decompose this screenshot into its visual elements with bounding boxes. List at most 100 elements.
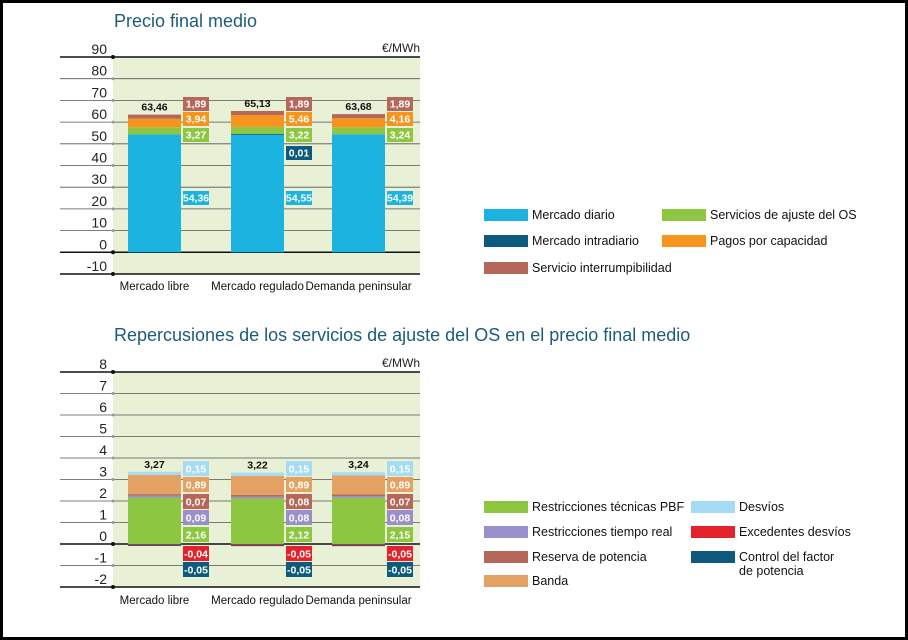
- value-label-box: [183, 494, 209, 509]
- value-label: 3,22: [289, 130, 310, 142]
- value-label-box: [387, 128, 413, 142]
- bar-segment: [128, 497, 181, 544]
- value-label-box: [286, 477, 312, 492]
- repercusiones-chart: Repercusiones de los servicios de ajuste…: [60, 325, 851, 607]
- legend-swatch: [691, 551, 735, 563]
- y-tick-label: 3: [99, 464, 107, 480]
- total-label: 3,27: [144, 459, 165, 471]
- value-label-box: [387, 112, 413, 126]
- total-label: 3,24: [348, 459, 369, 471]
- value-label: 54,55: [286, 193, 312, 205]
- value-label: 2,16: [186, 530, 207, 542]
- y-tick-label: 6: [99, 399, 107, 415]
- value-label: 2,12: [289, 530, 310, 542]
- tick-mark: [111, 164, 115, 167]
- bar-segment: [128, 494, 181, 496]
- value-label-box: [387, 97, 413, 111]
- bar-segment: [231, 475, 284, 495]
- legend-label: Reserva de potencia: [532, 550, 647, 564]
- legend-label: Restricciones técnicas PBF: [532, 500, 685, 514]
- value-label: 1,89: [289, 99, 310, 111]
- value-label: 0,07: [390, 497, 411, 509]
- total-label: 63,68: [345, 101, 371, 113]
- tick-mark: [111, 229, 115, 233]
- legend-label: Excedentes desvíos: [739, 525, 851, 539]
- tick-mark: [111, 435, 115, 438]
- y-tick-label: 4: [99, 442, 107, 458]
- y-tick-label: 60: [91, 106, 107, 122]
- value-label: -0,05: [388, 565, 412, 577]
- y-tick-label: 2: [99, 485, 107, 501]
- category-label: Mercado regulado: [211, 281, 304, 293]
- value-label-box: [286, 461, 312, 476]
- value-label: 0,89: [289, 480, 310, 492]
- unit-label: €/MWh: [382, 356, 420, 370]
- value-label: -0,05: [388, 549, 412, 561]
- value-label-box: [387, 191, 413, 205]
- y-tick-label: 80: [91, 63, 107, 79]
- tick-mark: [111, 120, 115, 124]
- legend-swatch: [484, 235, 528, 247]
- value-label-box: [387, 494, 413, 509]
- legend-label: de potencia: [739, 564, 804, 578]
- y-tick-label: 90: [91, 41, 107, 57]
- value-label-box: [387, 510, 413, 525]
- legend: Mercado diario Servicios de ajuste del OS…: [484, 208, 857, 275]
- total-label: 3,22: [247, 460, 268, 472]
- chart-title: Repercusiones de los servicios de ajuste…: [114, 325, 690, 345]
- tick-mark: [111, 250, 115, 255]
- legend-swatch: [484, 262, 528, 274]
- tick-mark: [111, 142, 115, 146]
- tick-mark: [111, 207, 115, 211]
- value-label-box: [183, 510, 209, 525]
- value-label-box: [286, 527, 312, 542]
- bar-segment: [231, 496, 284, 499]
- value-label: 0,89: [390, 480, 411, 492]
- value-label: 3,94: [186, 114, 207, 126]
- bar-segment: [128, 544, 181, 546]
- value-label: 1,89: [390, 99, 411, 111]
- value-label: 0,15: [289, 464, 310, 476]
- bar-segment: [231, 110, 284, 116]
- tick-mark: [111, 542, 115, 546]
- legend-label: Servicios de ajuste del OS: [710, 208, 857, 222]
- y-tick-label: -2: [95, 571, 108, 587]
- y-tick-label: 70: [91, 84, 107, 100]
- legend-label: Servicio interrumpibilidad: [532, 261, 672, 275]
- y-tick-label: 8: [99, 356, 107, 372]
- chart-title: Precio final medio: [114, 11, 257, 31]
- value-label: 0,08: [289, 497, 310, 509]
- value-label-box: [183, 562, 209, 577]
- legend: Restricciones técnicas PBF Desvíos Restric…: [484, 500, 851, 588]
- value-label-box: [183, 461, 209, 476]
- bar-segment: [231, 133, 284, 253]
- value-label: 0,89: [186, 480, 207, 492]
- value-label-box: [286, 146, 312, 160]
- value-label-box: [286, 510, 312, 525]
- legend-swatch: [691, 501, 735, 513]
- y-tick-label: 1: [99, 507, 107, 523]
- value-label: 54,36: [183, 193, 209, 205]
- bar-segment: [332, 118, 385, 128]
- precio-final-chart: Precio final medio 90 80 70 60 50 40 30 20 10 0 -10…: [60, 11, 857, 293]
- bar-segment: [332, 475, 385, 495]
- legend-label: Restricciones tiempo real: [532, 525, 672, 539]
- y-tick-label: 20: [91, 193, 107, 209]
- tick-mark: [111, 499, 115, 503]
- bar-segment: [128, 495, 181, 498]
- legend-label: Desvíos: [739, 500, 784, 514]
- value-label-box: [286, 494, 312, 509]
- tick-mark: [111, 456, 115, 460]
- tick-mark: [111, 392, 115, 395]
- value-label: -0,05: [184, 565, 208, 577]
- total-label: 63,46: [141, 102, 167, 114]
- tick-mark: [111, 478, 115, 481]
- legend-swatch: [691, 526, 735, 538]
- unit-label: €/MWh: [382, 41, 420, 55]
- bar-segment: [231, 498, 284, 544]
- legend-label: Banda: [532, 574, 568, 588]
- value-label: 0,07: [186, 497, 207, 509]
- legend-swatch: [662, 235, 706, 247]
